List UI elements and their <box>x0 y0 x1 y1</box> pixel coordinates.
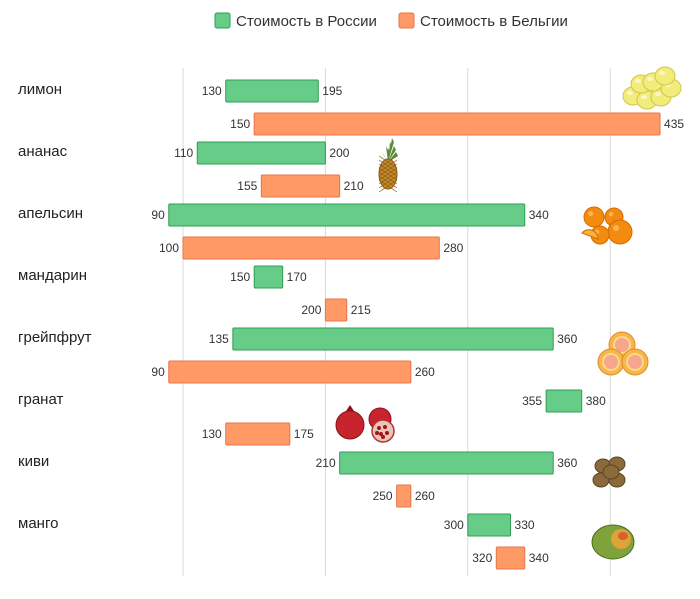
category-labels: лимон ананас апельсин мандарин грейпфрут гран… <box>18 81 92 532</box>
bar-belgium[interactable] <box>225 422 291 446</box>
value-label-min: 250 <box>373 489 393 503</box>
value-label-max: 210 <box>344 179 364 193</box>
value-label-max: 215 <box>351 303 371 317</box>
bar-russia[interactable] <box>545 389 583 413</box>
grapefruit-image <box>597 331 649 376</box>
fruit-images <box>335 66 682 560</box>
value-label-min: 130 <box>202 84 222 98</box>
value-label-min: 210 <box>316 456 336 470</box>
value-label-min: 135 <box>209 332 229 346</box>
value-label-max: 175 <box>294 427 314 441</box>
bar-belgium[interactable] <box>324 298 348 322</box>
bar-belgium[interactable] <box>495 546 526 570</box>
bars <box>168 79 661 570</box>
bar-russia[interactable] <box>253 265 284 289</box>
value-label-min: 130 <box>202 427 222 441</box>
value-label-max: 380 <box>586 394 606 408</box>
category-label: ананас <box>18 143 68 160</box>
bar-russia[interactable] <box>168 203 526 227</box>
bar-belgium[interactable] <box>182 236 440 260</box>
value-label-min: 300 <box>444 518 464 532</box>
value-label-min: 110 <box>174 146 193 160</box>
category-label: грейпфрут <box>18 329 92 346</box>
value-labels: 130 195 150 435 110 200 155 210 90 340 100 280 150 17… <box>151 84 684 565</box>
value-label-max: 435 <box>664 117 684 131</box>
value-label-min: 150 <box>230 117 250 131</box>
value-label-max: 360 <box>557 332 577 346</box>
category-label: киви <box>18 453 49 470</box>
value-label-max: 340 <box>529 551 549 565</box>
bar-russia[interactable] <box>339 451 554 475</box>
bar-russia[interactable] <box>232 327 554 351</box>
legend-swatch-russia[interactable] <box>214 12 231 29</box>
category-label: манго <box>18 515 58 532</box>
bar-russia[interactable] <box>467 513 512 537</box>
lemon-image <box>622 66 682 110</box>
value-label-max: 330 <box>515 518 535 532</box>
kiwi-image <box>592 456 626 488</box>
bar-belgium[interactable] <box>253 112 661 136</box>
value-label-max: 195 <box>322 84 342 98</box>
value-label-min: 90 <box>151 208 165 222</box>
value-label-max: 170 <box>287 270 307 284</box>
value-label-min: 150 <box>230 270 250 284</box>
value-label-max: 340 <box>529 208 549 222</box>
value-label-min: 90 <box>151 365 165 379</box>
legend-label-russia[interactable]: Стоимость в России <box>236 13 377 30</box>
category-label: мандарин <box>18 267 87 284</box>
bar-belgium[interactable] <box>396 484 412 508</box>
category-label: гранат <box>18 391 63 408</box>
bar-russia[interactable] <box>196 141 326 165</box>
orange-image <box>581 206 633 245</box>
legend-swatch-belgium[interactable] <box>398 12 415 29</box>
pomegranate-image <box>335 405 395 443</box>
bar-belgium[interactable] <box>168 360 412 384</box>
value-label-min: 320 <box>472 551 492 565</box>
value-label-max: 280 <box>443 241 463 255</box>
value-label-min: 155 <box>237 179 257 193</box>
value-label-max: 260 <box>415 365 435 379</box>
legend-label-belgium[interactable]: Стоимость в Бельгии <box>420 13 568 30</box>
value-label-min: 355 <box>522 394 542 408</box>
value-label-max: 200 <box>329 146 349 160</box>
category-label: лимон <box>18 81 62 98</box>
bar-russia[interactable] <box>225 79 319 103</box>
mango-image <box>591 524 635 560</box>
value-label-min: 200 <box>301 303 321 317</box>
bar-belgium[interactable] <box>260 174 341 198</box>
value-label-max: 260 <box>415 489 435 503</box>
category-label: апельсин <box>18 205 83 222</box>
value-label-min: 100 <box>159 241 179 255</box>
value-label-max: 360 <box>557 456 577 470</box>
legend: Стоимость в России Стоимость в Бельгии <box>214 12 568 30</box>
pineapple-image <box>378 138 398 193</box>
